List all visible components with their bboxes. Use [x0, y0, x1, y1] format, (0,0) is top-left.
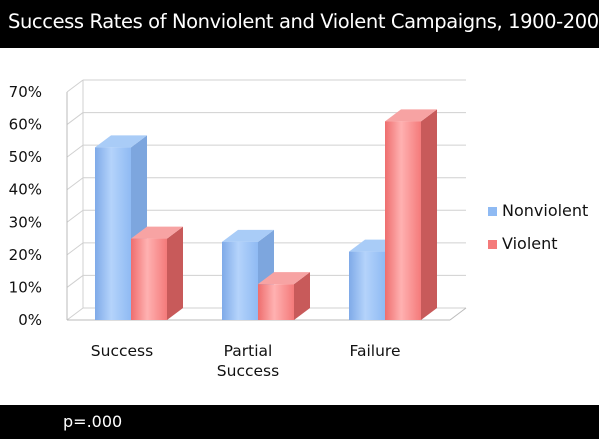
legend: Nonviolent Violent — [488, 201, 588, 253]
grid-side-line — [66, 242, 84, 256]
category-label: Partial — [224, 342, 273, 360]
footer-note: p=.000 — [63, 412, 123, 431]
footer-bar: p=.000 — [0, 405, 599, 439]
y-tick-layer: 0% 10% 20% 30% 40% 50% 60% 70% — [9, 83, 42, 329]
floor-edge-line — [449, 307, 467, 321]
grid-side-line — [66, 79, 84, 93]
grid-side-line — [66, 144, 84, 158]
grid-side-line — [66, 307, 84, 321]
category-label: Failure — [350, 342, 401, 360]
category-label-layer: Success Partial Success Failure — [91, 342, 401, 380]
legend-label: Nonviolent — [502, 201, 588, 220]
legend-swatch — [488, 240, 497, 249]
grid-side-line — [66, 177, 84, 191]
y-tick-label: 30% — [9, 213, 42, 231]
bar-violent-2 — [258, 272, 310, 320]
bar-chart: 0%10%20%30%40%50%60%70% Success PartialSu… — [9, 79, 588, 380]
legend-label: Violent — [502, 234, 558, 253]
y-tick-label: 40% — [9, 181, 42, 199]
grid-side-line — [66, 112, 84, 125]
page-title: Success Rates of Nonviolent and Violent … — [8, 10, 599, 33]
y-tick-label: 0% — [18, 311, 42, 329]
y-tick-label: 50% — [9, 148, 42, 166]
y-tick-label: 10% — [9, 278, 42, 296]
grid-side-line — [66, 209, 84, 223]
legend-swatch — [488, 207, 497, 216]
y-tick-label: 70% — [9, 83, 42, 101]
category-label: Success — [217, 362, 279, 380]
grid-side-line — [66, 275, 84, 288]
bar-violent-3 — [385, 109, 437, 320]
title-bar: Success Rates of Nonviolent and Violent … — [0, 0, 599, 48]
bar-violent-1 — [131, 226, 183, 320]
bar-layer — [95, 109, 437, 320]
category-label: Success — [91, 342, 153, 360]
y-tick-label: 60% — [9, 116, 42, 134]
y-tick-label: 20% — [9, 246, 42, 264]
